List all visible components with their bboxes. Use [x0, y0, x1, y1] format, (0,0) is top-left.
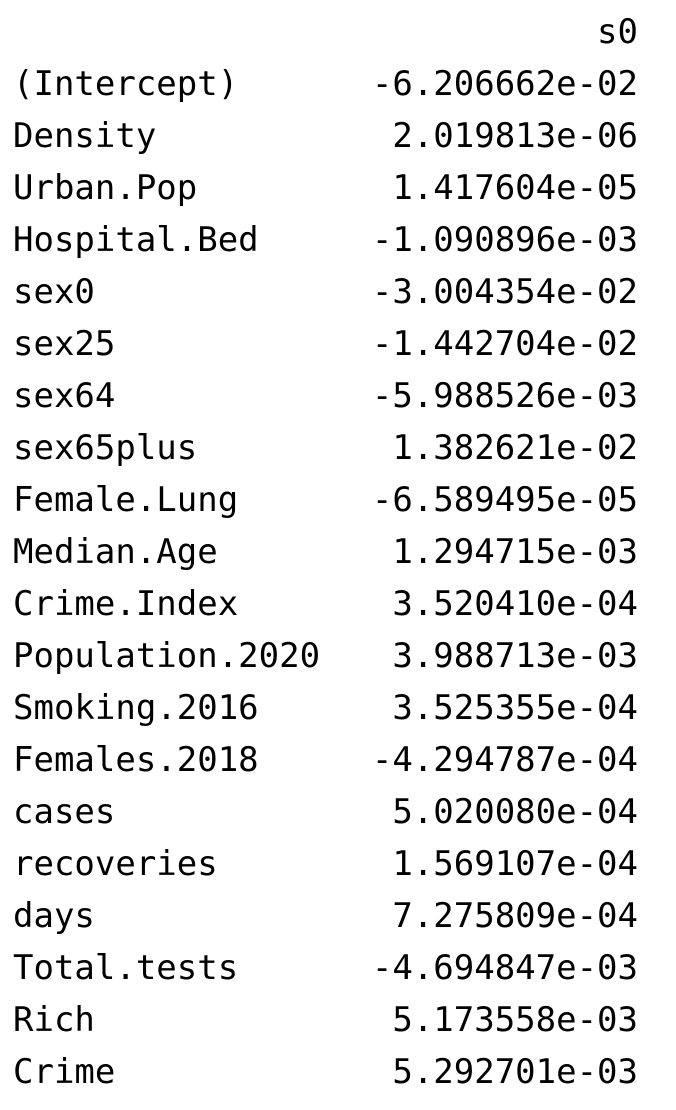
- coefficient-row: days 7.275809e-04: [0, 894, 676, 946]
- row-name: Hospital.Bed: [13, 220, 259, 260]
- coefficient-value: 1.569107e-04: [392, 844, 638, 884]
- coefficient-value: -6.206662e-02: [371, 64, 638, 104]
- row-name: days: [13, 896, 95, 936]
- coefficient-value: 1.294715e-03: [392, 532, 638, 572]
- row-name: sex65plus: [13, 428, 198, 468]
- row-name: Urban.Pop: [13, 168, 198, 208]
- coefficient-value: -6.589495e-05: [371, 480, 638, 520]
- row-name: Smoking.2016: [13, 688, 259, 728]
- coefficient-value: 3.520410e-04: [392, 584, 638, 624]
- coefficient-value: 5.173558e-03: [392, 1000, 638, 1040]
- column-header-row: s0: [0, 10, 676, 62]
- coefficient-row: Smoking.2016 3.525355e-04: [0, 686, 676, 738]
- coefficient-value: -4.294787e-04: [371, 740, 638, 780]
- coefficient-value: -3.004354e-02: [371, 272, 638, 312]
- coefficient-row: Urban.Pop 1.417604e-05: [0, 166, 676, 218]
- row-name: Crime: [13, 1052, 116, 1092]
- coefficient-value: -5.988526e-03: [371, 376, 638, 416]
- row-name: sex0: [13, 272, 95, 312]
- coefficient-row: cases 5.020080e-04: [0, 790, 676, 842]
- row-name: sex25: [13, 324, 116, 364]
- coefficient-row: sex25 -1.442704e-02: [0, 322, 676, 374]
- row-name: Rich: [13, 1000, 95, 1040]
- row-name: Density: [13, 116, 157, 156]
- coefficient-row: sex64 -5.988526e-03: [0, 374, 676, 426]
- coefficient-value: 1.417604e-05: [392, 168, 638, 208]
- coefficient-value: -4.694847e-03: [371, 948, 638, 988]
- row-name: Females.2018: [13, 740, 259, 780]
- row-name: recoveries: [13, 844, 218, 884]
- row-name: Median.Age: [13, 532, 218, 572]
- coefficient-value: -1.442704e-02: [371, 324, 638, 364]
- row-name: Population.2020: [13, 636, 321, 676]
- coefficient-row: sex65plus 1.382621e-02: [0, 426, 676, 478]
- row-name: Female.Lung: [13, 480, 239, 520]
- coefficient-value: 1.382621e-02: [392, 428, 638, 468]
- coefficient-row: Density 2.019813e-06: [0, 114, 676, 166]
- coefficient-row: recoveries 1.569107e-04: [0, 842, 676, 894]
- coefficient-value: 5.020080e-04: [392, 792, 638, 832]
- column-header: s0: [597, 12, 638, 52]
- coefficient-row: (Intercept) -6.206662e-02: [0, 62, 676, 114]
- coefficient-row: Females.2018 -4.294787e-04: [0, 738, 676, 790]
- row-name: Total.tests: [13, 948, 239, 988]
- coefficient-rows: (Intercept) -6.206662e-02 Density 2.019813e…: [0, 62, 676, 1102]
- coefficient-row: Rich 5.173558e-03: [0, 998, 676, 1050]
- coefficient-value: 3.525355e-04: [392, 688, 638, 728]
- coefficient-row: Hospital.Bed -1.090896e-03: [0, 218, 676, 270]
- coefficient-value: 5.292701e-03: [392, 1052, 638, 1092]
- coefficient-value: 3.988713e-03: [392, 636, 638, 676]
- coefficient-value: 2.019813e-06: [392, 116, 638, 156]
- coefficient-row: Crime 5.292701e-03: [0, 1050, 676, 1102]
- coefficient-row: Median.Age 1.294715e-03: [0, 530, 676, 582]
- coefficient-row: Population.2020 3.988713e-03: [0, 634, 676, 686]
- coefficient-row: sex0 -3.004354e-02: [0, 270, 676, 322]
- coefficient-row: Crime.Index 3.520410e-04: [0, 582, 676, 634]
- coefficient-value: -1.090896e-03: [371, 220, 638, 260]
- row-name: sex64: [13, 376, 116, 416]
- row-name: cases: [13, 792, 116, 832]
- coefficient-row: Female.Lung -6.589495e-05: [0, 478, 676, 530]
- coefficient-value: 7.275809e-04: [392, 896, 638, 936]
- coefficient-row: Total.tests -4.694847e-03: [0, 946, 676, 998]
- row-name: (Intercept): [13, 64, 239, 104]
- coefficient-output: s0 (Intercept) -6.206662e-02 Density 2.0198…: [0, 10, 676, 1102]
- row-name: Crime.Index: [13, 584, 239, 624]
